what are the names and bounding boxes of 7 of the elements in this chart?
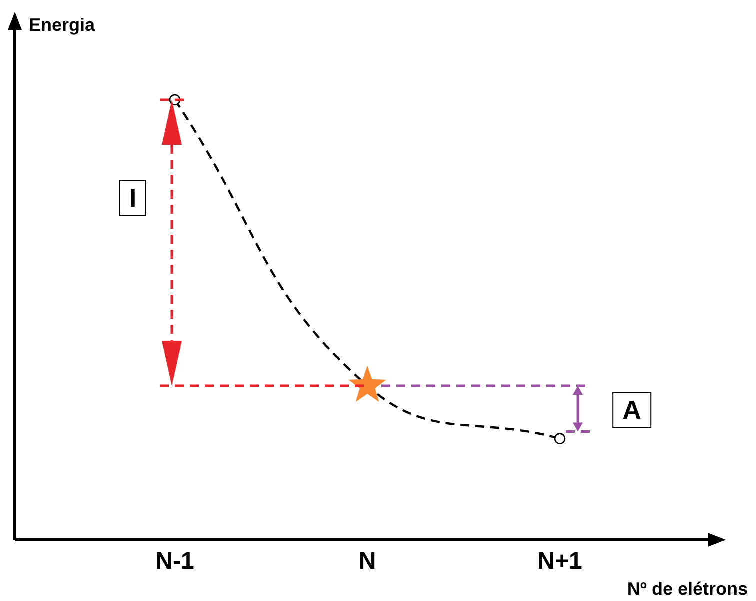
x-tick-label: N+1 [538,548,582,576]
annotation: A [612,392,652,428]
y-axis-title: Energia [29,14,96,35]
annotation: I [119,180,147,216]
x-axis-title: Nº de elétrons [627,578,748,599]
x-tick-label: N-1 [156,548,194,576]
x-tick-label: N [358,548,376,576]
